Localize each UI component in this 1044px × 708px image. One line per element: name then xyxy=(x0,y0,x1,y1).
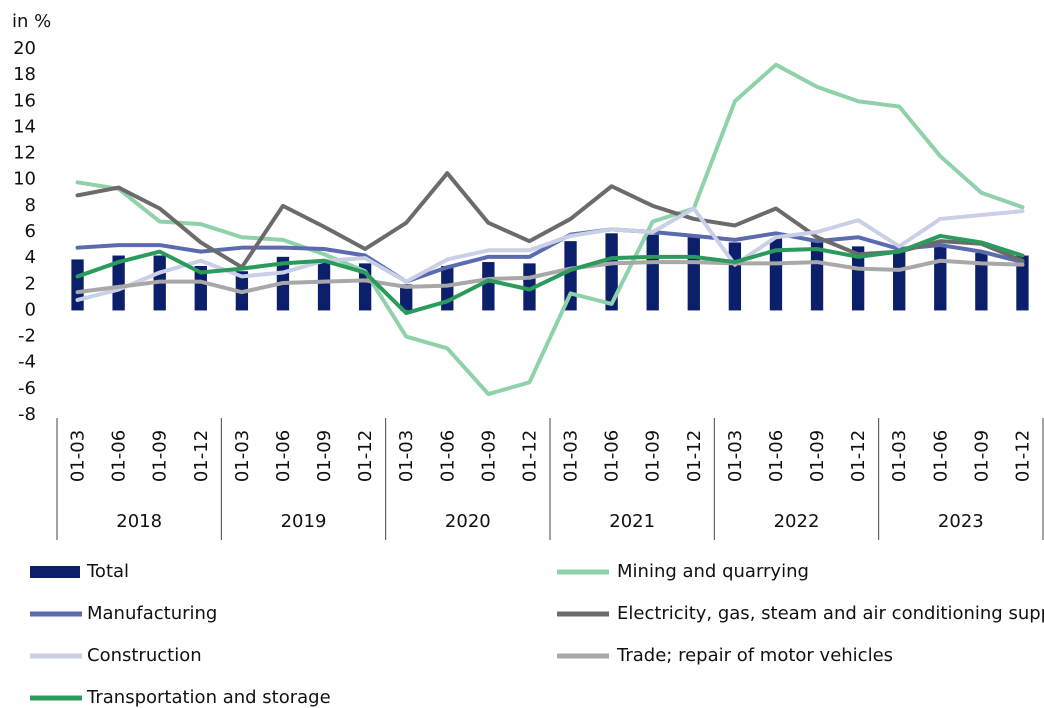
x-tick-label: 01-09 xyxy=(478,430,499,482)
legend-label: Manufacturing xyxy=(87,603,217,624)
x-tick-label: 01-03 xyxy=(232,430,253,482)
line xyxy=(75,233,1025,316)
y-tick-label: 18 xyxy=(13,64,36,85)
group-label: 2021 xyxy=(609,511,655,532)
x-tick-label: 01-09 xyxy=(314,430,335,482)
bar xyxy=(769,238,783,311)
line xyxy=(75,171,1025,270)
legend-label: Transportation and storage xyxy=(86,687,331,708)
y-tick-label: 20 xyxy=(13,38,36,59)
y-tick-label: -4 xyxy=(18,352,36,373)
bar xyxy=(482,262,495,311)
bar xyxy=(687,237,700,311)
group-label: 2020 xyxy=(445,511,491,532)
bar xyxy=(934,246,947,311)
bar xyxy=(400,284,413,311)
x-tick-label: 01-12 xyxy=(848,430,869,482)
group-label: 2018 xyxy=(116,511,162,532)
bar xyxy=(194,265,207,311)
x-tick-label: 01-03 xyxy=(68,430,89,482)
x-tick-label: 01-09 xyxy=(643,430,664,482)
y-axis-label: in % xyxy=(12,11,51,32)
x-tick-label: 01-12 xyxy=(191,430,212,482)
y-tick-label: 16 xyxy=(13,90,36,111)
bar xyxy=(893,250,906,311)
group-label: 2023 xyxy=(938,511,984,532)
bar xyxy=(71,259,84,311)
x-tick-label: 01-06 xyxy=(273,430,294,482)
y-tick-label: 10 xyxy=(13,169,36,190)
line xyxy=(75,206,1025,302)
x-tick-label: 01-06 xyxy=(109,430,130,482)
x-tick-label: 01-06 xyxy=(437,430,458,482)
x-tick-label: 01-06 xyxy=(930,430,951,482)
x-tick-label: 01-12 xyxy=(1012,430,1033,482)
bar xyxy=(646,234,659,311)
x-tick-label: 01-12 xyxy=(355,430,376,482)
legend-label: Construction xyxy=(87,645,202,666)
bar xyxy=(810,239,824,311)
x-tick-label: 01-03 xyxy=(396,430,417,482)
bar xyxy=(317,259,331,311)
line xyxy=(75,258,1025,295)
bar xyxy=(1016,255,1029,311)
y-tick-label: 6 xyxy=(25,221,36,242)
y-tick-label: -8 xyxy=(18,404,36,425)
bar xyxy=(728,242,742,311)
x-tick-label: 01-12 xyxy=(684,430,705,482)
x-tick-label: 01-03 xyxy=(561,430,582,482)
y-tick-label: -6 xyxy=(18,378,36,399)
legend-label: Electricity, gas, steam and air conditio… xyxy=(617,603,1044,624)
x-tick-label: 01-03 xyxy=(725,430,746,482)
line xyxy=(75,227,1025,284)
x-tick-label: 01-09 xyxy=(807,430,828,482)
bar xyxy=(975,252,988,311)
y-tick-label: 4 xyxy=(25,247,36,268)
x-tick-label: 01-06 xyxy=(602,430,623,482)
group-label: 2022 xyxy=(774,511,820,532)
x-tick-label: 01-03 xyxy=(889,430,910,482)
y-tick-label: 8 xyxy=(25,195,36,216)
legend-label: Total xyxy=(86,561,129,582)
x-tick-label: 01-12 xyxy=(519,430,540,482)
line xyxy=(75,62,1025,397)
y-tick-label: -2 xyxy=(18,326,36,347)
x-tick-label: 01-06 xyxy=(766,430,787,482)
legend-swatch xyxy=(30,566,80,578)
legend-label: Mining and quarrying xyxy=(617,561,809,582)
legend-label: Trade; repair of motor vehicles xyxy=(616,645,893,666)
x-tick-label: 01-09 xyxy=(150,430,171,482)
bar xyxy=(851,246,865,311)
group-label: 2019 xyxy=(281,511,327,532)
bar xyxy=(605,233,618,311)
y-tick-label: 0 xyxy=(25,299,36,320)
x-tick-label: 01-09 xyxy=(971,430,992,482)
y-tick-label: 12 xyxy=(13,143,36,164)
bar xyxy=(112,255,125,311)
y-tick-label: 2 xyxy=(25,273,36,294)
y-tick-label: 14 xyxy=(13,116,36,137)
